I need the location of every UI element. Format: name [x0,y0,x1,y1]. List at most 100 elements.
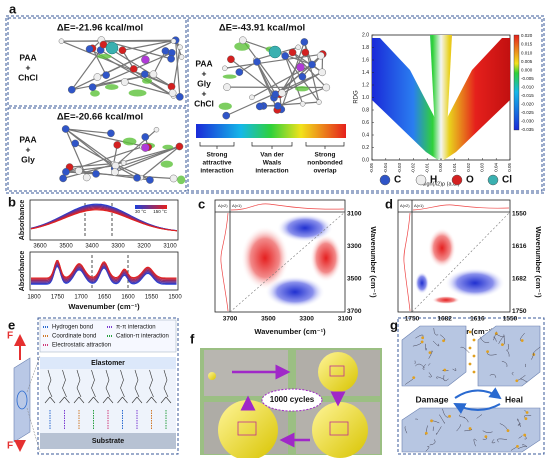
atom [271,90,280,99]
atom [235,68,244,76]
scale-brackets [199,142,345,149]
plot-frame [214,199,346,313]
contour [428,228,456,268]
state-label: Heal [505,394,523,404]
crosslink [424,431,428,435]
rdg-colorbar [513,34,520,131]
crosslink [524,417,528,421]
molecular-chain [44,369,56,404]
label: 0.6 [362,120,369,126]
polymer-chain [476,414,483,419]
label: O [466,175,474,186]
label: 0.05 [507,163,512,172]
label: 3500 [261,316,276,323]
rdg-scatter-left [372,38,440,160]
marker-square [329,421,349,436]
axis-label: A(ν1) [232,203,242,208]
polymer-chain [422,364,426,370]
atom [58,38,65,44]
label: interaction [200,168,233,175]
polymer-chain [495,333,505,338]
bond [100,49,174,97]
polymer-chain [501,360,508,367]
atom [141,143,150,152]
isosurface [177,175,186,185]
label: -0.01 [424,163,429,174]
atom [175,142,184,151]
cycle-label: 1000 cycles [270,395,315,404]
atom [227,55,235,64]
polymer-chain [414,360,416,365]
label: Gly [197,78,211,88]
energy-label: ΔE=-43.91 kcal/mol [219,23,305,34]
label: 0.01 [452,163,457,172]
atom [222,65,228,71]
dangling-bond [468,330,472,334]
atom [146,176,154,184]
molecular-chain [102,369,114,404]
temp-label: 150 °C [153,209,168,214]
label: 1.6 [362,57,369,63]
label: 3500 [347,276,362,283]
panel-e: e F F Elastomer Substrate [7,317,179,455]
atom [318,68,326,77]
crosslink [428,351,432,355]
axis-label: A(ν1) [414,203,424,208]
atom [62,168,70,176]
label: -0.020 [521,102,534,107]
atom [85,45,94,53]
bond [224,53,323,69]
atom [308,60,316,69]
polymer-chain [435,426,442,435]
dangling-bond [472,338,476,342]
atom [75,167,83,175]
atom [316,99,322,105]
dangling-bond [472,370,476,374]
crosslink [412,376,416,380]
label: 0.010 [521,50,533,55]
label: 0.04 [493,163,498,172]
label: -0.03 [397,163,402,174]
label: 1550 [145,295,159,301]
atom [295,44,301,50]
bond [259,101,320,107]
label: Coordinate bond [52,334,96,340]
polymer-chain [491,439,496,444]
label: PAA [19,52,36,62]
label: Electrostatic attraction [52,343,111,349]
bond [65,128,88,178]
crosslink [500,343,504,347]
label: 1750 [405,316,420,323]
panel-c: c A(ν1) A(ν2) Wavenumber (cm⁻¹) Wavenumb… [198,196,378,336]
polymer-chain [531,352,535,360]
contour [265,276,325,308]
label: 1550 [512,211,527,218]
label: 0.020 [521,33,533,38]
polymer-chain [429,439,436,446]
isosurface [218,102,232,110]
force-label: F [7,331,13,342]
label: Strong [207,152,228,159]
polymer-chain [443,375,449,382]
1d-spectrum [403,212,411,312]
label: -0.035 [521,127,534,132]
label: Cl [502,175,512,186]
spectrum [30,209,178,232]
label: + [26,144,31,154]
polymer-chain [498,335,506,344]
label: Cation-π interaction [116,334,169,340]
label: 0.8 [362,107,369,113]
isosurface [105,84,119,90]
label: 3700 [223,316,238,323]
label: 0.2 [362,145,369,151]
bond [279,52,306,95]
label: 3200 [137,244,151,250]
polymer-chain [452,367,457,371]
label: 3100 [163,244,177,250]
bond [65,171,174,180]
subpanel-frame [7,17,187,107]
energy-label: ΔE=-20.66 kcal/mol [57,112,143,123]
contour [445,268,505,298]
label: 0.00 [438,163,443,172]
label: ChCl [194,98,214,108]
